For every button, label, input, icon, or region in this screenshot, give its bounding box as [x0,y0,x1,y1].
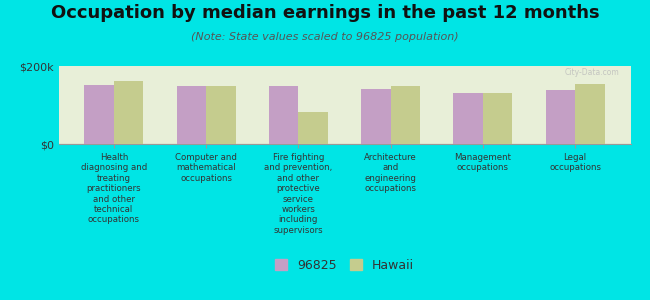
Text: Occupation by median earnings in the past 12 months: Occupation by median earnings in the pas… [51,4,599,22]
Bar [114,81,144,144]
Bar [453,93,483,144]
Bar [84,85,114,144]
Legend: 96825, Hawaii: 96825, Hawaii [270,254,419,277]
Bar [483,93,512,144]
Text: (Note: State values scaled to 96825 population): (Note: State values scaled to 96825 popu… [191,32,459,41]
Bar [269,86,298,144]
Bar [361,89,391,144]
Bar [206,86,236,144]
Bar [575,83,604,144]
Bar [298,112,328,144]
Bar [391,85,420,144]
Bar [177,86,206,144]
Bar [545,90,575,144]
Text: City-Data.com: City-Data.com [564,68,619,76]
